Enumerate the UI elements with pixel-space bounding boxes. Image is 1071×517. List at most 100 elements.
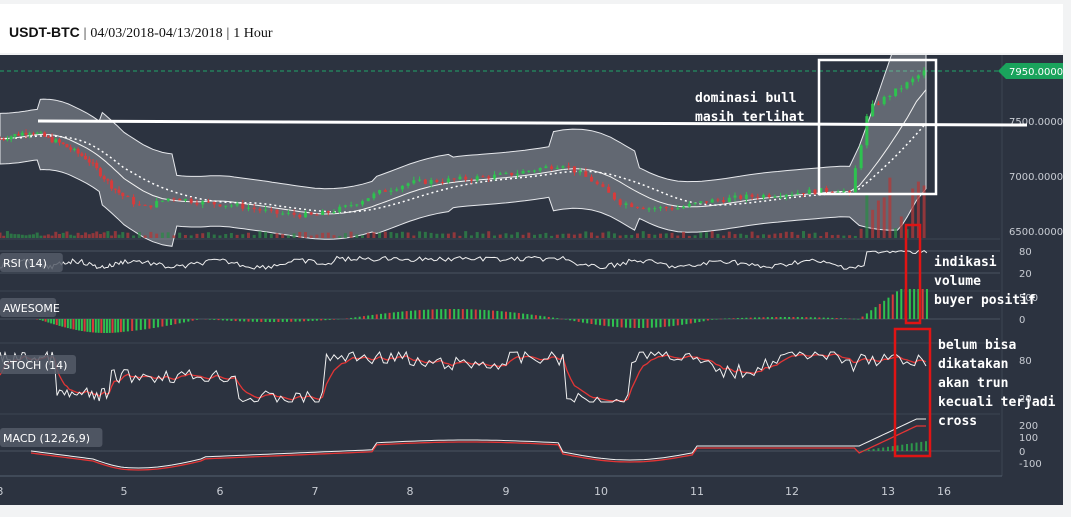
price-tick-label: 7000.000000 [1009,172,1063,183]
ao-bar [122,319,125,332]
candle [498,173,502,175]
ao-bar [594,319,597,325]
candle [326,211,330,213]
candle [343,205,347,207]
ao-bar [277,319,280,322]
volume-bar [143,235,147,238]
ao-bar [418,310,421,319]
candle [218,204,222,207]
volume-bar [264,231,268,238]
candle [0,138,2,140]
candle [286,212,290,214]
candle [172,198,176,200]
volume-bar [727,231,731,238]
volume-bar [349,231,353,238]
volume-bar [836,234,840,238]
macd-histogram-bar [863,450,865,451]
candle [813,189,817,194]
volume-bar [682,231,686,238]
annotation-volume-text: indikasi [934,255,997,270]
volume-bar [612,233,616,238]
volume-bar [366,232,370,238]
last-price-tag [998,63,1063,79]
ao-bar [157,319,160,328]
candle [853,168,857,193]
support-line [37,119,1028,127]
volume-bar [744,234,748,238]
candle [618,199,622,205]
ao-bar [427,309,430,319]
ao-bar [448,309,451,319]
volume-bar [687,235,691,238]
ao-bar [573,319,576,322]
candle [9,136,13,140]
chart-area[interactable]: RSI (14) AWESOME STOCH (14) MACD (12,26,9) 6… [0,0,1071,505]
annotation-bull-text: dominasi bull [695,91,797,106]
volume-bar [435,233,439,238]
ao-bar [440,309,443,319]
ao-bar [637,319,640,328]
ao-bar [839,318,842,319]
candle [550,166,554,169]
candle [590,176,593,182]
candle [298,214,302,218]
candle [899,88,903,90]
volume-bar [664,233,668,238]
candle [247,207,250,209]
volume-bar [113,231,117,238]
volume-bar [326,232,330,238]
candle [435,180,439,183]
ao-bar [496,310,499,319]
ao-bar [444,309,447,319]
candle [423,179,427,184]
ao-bar [492,310,495,319]
candle [676,208,680,210]
volume-bar [819,235,823,238]
volume-bar [117,234,121,238]
ao-bar [66,319,69,329]
candle [533,170,536,172]
ao-bar [564,319,567,320]
ao-bar [268,319,271,322]
volume-bar [412,235,416,238]
ao-bar [814,317,817,319]
volume-bar [555,234,559,238]
ao-bar [195,319,198,320]
candle [361,201,364,205]
candle [469,179,473,181]
candle [767,194,771,198]
volume-bar [699,232,703,238]
candle [91,162,95,164]
indicator-tick-label: 0 [1019,315,1025,326]
ao-bar [371,314,374,319]
volume-bar [332,235,336,238]
volume-bar [705,232,708,238]
ao-bar [530,314,533,319]
ao-bar [131,319,134,331]
candle [464,176,468,180]
volume-bar [355,234,359,238]
candle [229,205,233,207]
candle [722,200,726,203]
ao-bar [80,319,83,331]
indicator-tick-label: 0 [1019,447,1025,458]
candle [383,190,387,192]
volume-bar [802,231,806,238]
ao-bar [865,313,868,319]
ao-bar [775,317,778,319]
candle [578,171,582,173]
ao-bar [913,289,916,319]
ao-bar [874,307,877,319]
volume-bar [343,233,347,238]
chart-svg[interactable]: RSI (14) AWESOME STOCH (14) MACD (12,26,9) 6… [0,0,1071,505]
ao-bar [766,317,769,319]
volume-bar [189,235,193,238]
ao-bar [281,319,284,322]
ao-bar [117,319,120,333]
candle [264,209,268,211]
ao-bar [221,319,224,321]
volume-bar [641,231,645,238]
volume-bar [481,233,485,238]
candle [2,138,6,140]
candle [106,179,110,181]
